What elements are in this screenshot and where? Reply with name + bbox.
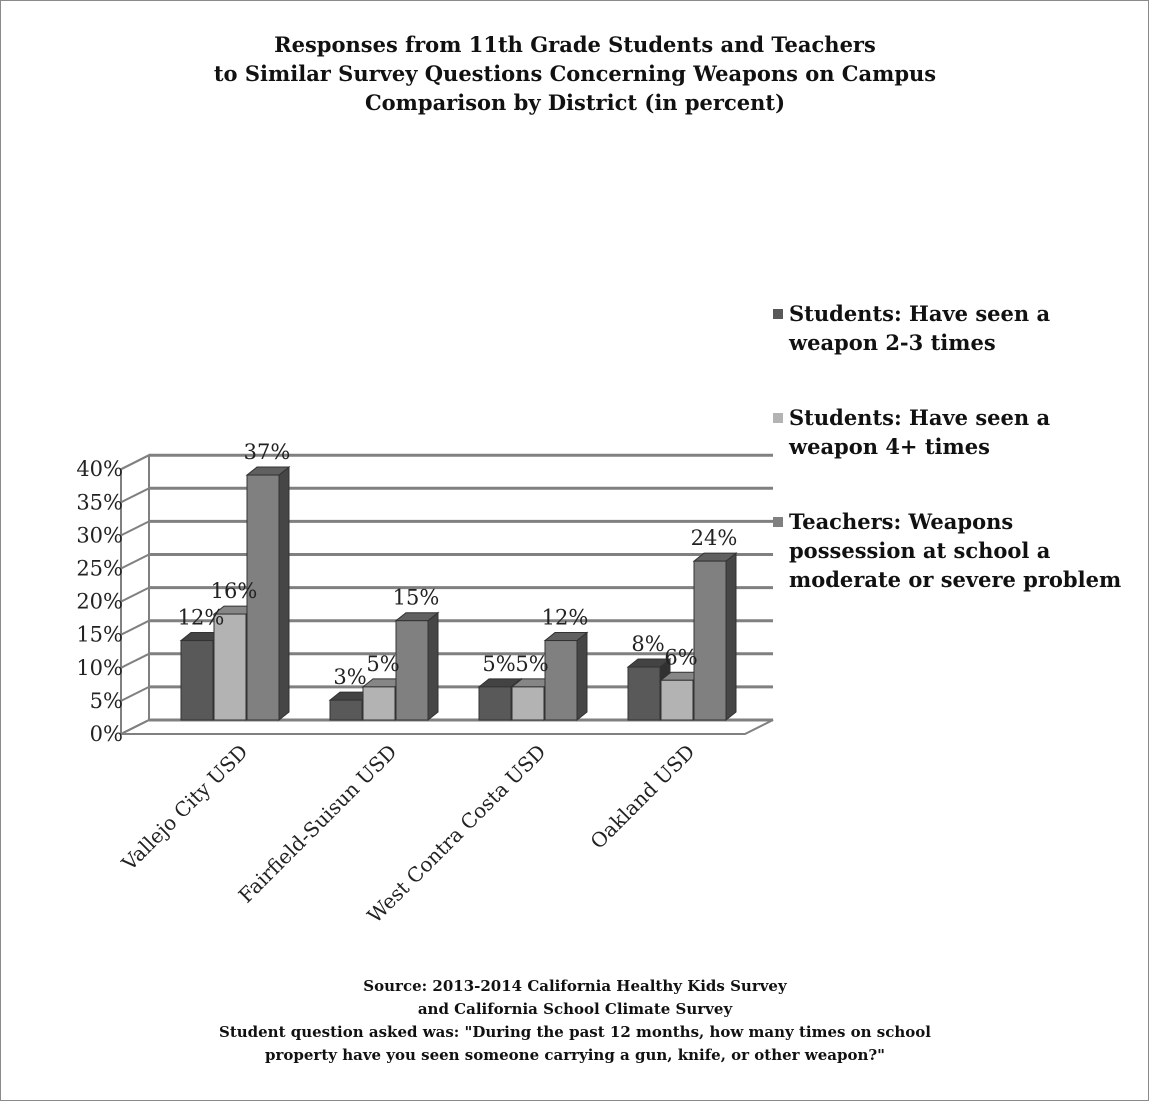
gridline-depth bbox=[120, 686, 150, 702]
bar-front bbox=[180, 640, 214, 721]
gridline-depth bbox=[120, 719, 150, 735]
data-label: 37% bbox=[244, 440, 291, 464]
y-tick-label: 35% bbox=[76, 490, 123, 514]
chart-title-line: to Similar Survey Questions Concerning W… bbox=[214, 61, 936, 86]
bar-front bbox=[511, 686, 545, 721]
legend-swatch bbox=[773, 309, 783, 319]
floor bbox=[120, 719, 774, 735]
y-tick-label: 0% bbox=[90, 722, 123, 746]
bar bbox=[245, 466, 291, 722]
gridline-depth bbox=[120, 553, 150, 570]
y-tick-label: 30% bbox=[76, 523, 123, 547]
legend-item: Students: Have seen a weapon 2-3 times bbox=[773, 301, 1050, 355]
data-label: 12% bbox=[542, 606, 589, 630]
data-label: 5% bbox=[482, 652, 515, 676]
legend-label: weapon 4+ times bbox=[788, 434, 990, 459]
bar-side bbox=[427, 611, 439, 722]
legend-swatch bbox=[773, 517, 783, 527]
chart-title-line: Comparison by District (in percent) bbox=[365, 90, 785, 115]
gridline-depth bbox=[120, 454, 150, 471]
legend-item: Students: Have seen a weapon 4+ times bbox=[773, 405, 1050, 459]
bar bbox=[394, 611, 440, 722]
legend-label: Teachers: Weapons bbox=[789, 509, 1013, 534]
category-label: Vallejo City USD bbox=[116, 740, 252, 876]
bar-side bbox=[278, 466, 290, 722]
source-note-line: property have you seen someone carrying … bbox=[265, 1046, 885, 1064]
data-label: 8% bbox=[631, 632, 664, 656]
source-note-line: Source: 2013-2014 California Healthy Kid… bbox=[363, 977, 788, 995]
legend-label: Students: Have seen a bbox=[789, 301, 1050, 326]
bar-front bbox=[544, 640, 578, 721]
legend-swatch bbox=[773, 413, 783, 423]
bar-front bbox=[246, 474, 280, 721]
gridline-depth bbox=[120, 520, 150, 537]
bar-front bbox=[627, 666, 661, 721]
category-label: West Contra Costa USD bbox=[362, 740, 550, 928]
legend-label: moderate or severe problem bbox=[789, 567, 1121, 592]
bar-side bbox=[576, 631, 588, 722]
y-tick-label: 40% bbox=[76, 457, 123, 481]
category-label: Fairfield-Suisun USD bbox=[234, 740, 402, 908]
gridline-depth bbox=[120, 487, 150, 504]
y-tick-label: 5% bbox=[90, 689, 123, 713]
legend-label: possession at school a bbox=[789, 538, 1051, 563]
bar-front bbox=[660, 679, 694, 721]
chart-title-line: Responses from 11th Grade Students and T… bbox=[274, 32, 876, 57]
data-label: 15% bbox=[393, 586, 440, 610]
bar-side bbox=[725, 552, 737, 722]
data-label: 3% bbox=[333, 665, 366, 689]
source-note-line: Student question asked was: "During the … bbox=[219, 1023, 931, 1041]
data-label: 24% bbox=[691, 526, 738, 550]
bar-front bbox=[693, 560, 727, 721]
data-label: 5% bbox=[515, 652, 548, 676]
legend-label: Students: Have seen a bbox=[789, 405, 1050, 430]
bar bbox=[543, 631, 589, 722]
data-labels: 12%16%37%3%5%15%5% 5%12%8%6%24% bbox=[178, 440, 738, 689]
bar-front bbox=[478, 686, 512, 721]
data-label: 12% bbox=[178, 606, 225, 630]
category-label: Oakland USD bbox=[585, 740, 699, 854]
bars bbox=[179, 466, 738, 722]
y-tick-label: 20% bbox=[76, 590, 123, 614]
y-axis-ticks: 0% 5% 10% 15% 20% 25% 30% 35% 40% bbox=[76, 457, 123, 746]
gridline-depth bbox=[120, 652, 150, 669]
legend-item: Teachers: Weapons possession at school a m… bbox=[773, 509, 1121, 592]
gridline-depth bbox=[120, 619, 150, 636]
bar-front bbox=[362, 686, 396, 721]
source-note-line: and California School Climate Survey bbox=[418, 1000, 734, 1018]
gridline-depth bbox=[120, 586, 150, 603]
bar-front bbox=[329, 699, 363, 721]
y-tick-label: 25% bbox=[76, 557, 123, 581]
bar-front bbox=[213, 613, 247, 721]
data-label: 5% bbox=[366, 652, 399, 676]
y-tick-label: 10% bbox=[76, 656, 123, 680]
bar-front bbox=[395, 620, 429, 721]
chart-title: Responses from 11th Grade Students and T… bbox=[214, 32, 936, 115]
y-tick-label: 15% bbox=[76, 623, 123, 647]
source-notes: Source: 2013-2014 California Healthy Kid… bbox=[219, 977, 931, 1064]
bar bbox=[692, 552, 738, 722]
legend-label: weapon 2-3 times bbox=[788, 330, 996, 355]
data-label: 6% bbox=[664, 645, 697, 669]
data-label: 16% bbox=[211, 579, 258, 603]
